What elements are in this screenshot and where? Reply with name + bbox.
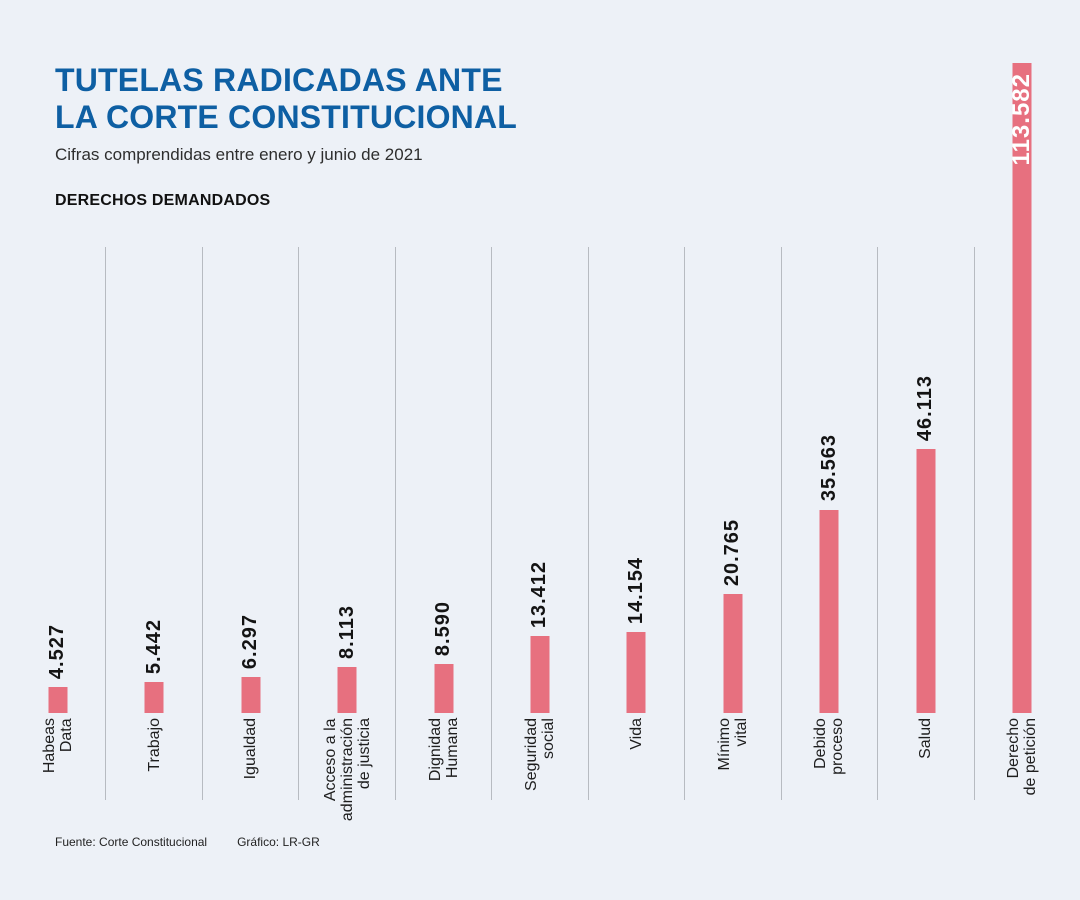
- value-label: 113.582: [1008, 73, 1036, 166]
- category-label: Debido proceso: [812, 718, 847, 775]
- chart-column: 46.113 Salud: [877, 247, 973, 800]
- chart-title-line1: TUTELAS RADICADAS ANTE: [55, 62, 503, 98]
- value-label: 8.590: [432, 600, 455, 656]
- chart-column: 5.442 Trabajo: [105, 247, 201, 800]
- value-label: 6.297: [239, 613, 262, 669]
- bar: [48, 687, 68, 713]
- chart-column: 20.765 Mínimo vital: [684, 247, 780, 800]
- bar-chart: 4.527 Habeas Data 5.442 Trabajo 6.297 Igualdad…: [10, 63, 1070, 821]
- category-label: Dignidad Humana: [426, 718, 461, 782]
- category-label: Seguridad social: [522, 718, 557, 791]
- value-label: 35.563: [817, 434, 840, 502]
- chart-title-line2: LA CORTE CONSTITUCIONAL: [55, 99, 518, 135]
- chart-subtitle: Cifras comprendidas entre enero y junio …: [55, 145, 423, 164]
- chart-column: 8.113 Acceso a la administración de justici…: [298, 247, 394, 821]
- value-label: 13.412: [528, 561, 551, 629]
- credit-text: Gráfico: LR-GR: [237, 835, 320, 849]
- chart-column: 8.590 Dignidad Humana: [394, 247, 491, 800]
- bar: [723, 594, 743, 713]
- value-label: 14.154: [624, 556, 647, 624]
- bar: [241, 677, 261, 713]
- value-label: 5.442: [142, 618, 165, 674]
- footer: Fuente: Corte Constitucional Gráfico: LR…: [55, 835, 320, 849]
- chart-title: TUTELAS RADICADAS ANTE LA CORTE CONSTITU…: [55, 62, 517, 136]
- category-label: Trabajo: [145, 718, 163, 772]
- value-label: 8.113: [335, 604, 358, 659]
- category-label: Derecho de petición: [1005, 718, 1040, 796]
- bar: [144, 681, 164, 713]
- value-label: 4.527: [46, 624, 69, 680]
- chart-column: 35.563 Debido proceso: [780, 247, 877, 800]
- category-label: Igualdad: [242, 718, 260, 780]
- chart-column: 113.582 Derecho de petición: [973, 63, 1070, 800]
- value-label: 46.113: [914, 375, 937, 442]
- bar: [530, 636, 550, 713]
- bar: [626, 632, 646, 713]
- chart-column: 14.154 Vida: [587, 247, 684, 800]
- value-label: 20.765: [721, 519, 744, 587]
- category-label: Vida: [627, 718, 645, 750]
- category-label: Mínimo vital: [715, 718, 750, 771]
- chart-column: 13.412 Seguridad social: [491, 247, 587, 800]
- category-label: Salud: [917, 718, 935, 759]
- chart-column: 4.527 Habeas Data: [10, 247, 105, 800]
- category-label: Habeas Data: [40, 718, 75, 774]
- bar: [819, 509, 839, 713]
- category-label: Acceso a la administración de justicia: [321, 718, 373, 822]
- bar: [337, 666, 357, 713]
- bar: [916, 449, 936, 713]
- source-text: Fuente: Corte Constitucional: [55, 835, 208, 849]
- bar: [1012, 63, 1032, 713]
- bar: [434, 663, 454, 713]
- section-label: DERECHOS DEMANDADOS: [55, 192, 271, 209]
- chart-column: 6.297 Igualdad: [201, 247, 298, 800]
